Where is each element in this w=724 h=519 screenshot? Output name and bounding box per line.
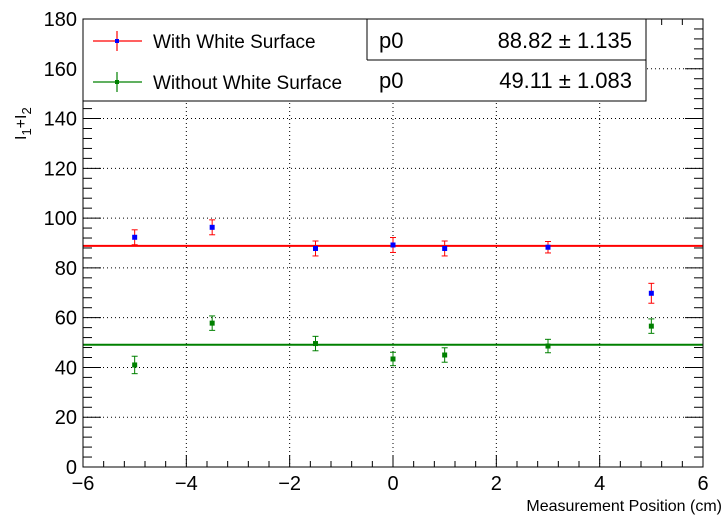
fit-param-name-without: p0 [379, 68, 403, 93]
x-tick-label-2: −2 [278, 473, 301, 495]
fit-param-name-with: p0 [379, 28, 403, 53]
y-tick-label-1: 20 [55, 407, 77, 429]
data-point-s0-p2 [313, 245, 318, 251]
y-tick-label-4: 80 [55, 258, 77, 280]
data-point-s0-p0 [132, 234, 138, 240]
legend-marker-with [115, 39, 119, 43]
data-point-s1-p5 [545, 343, 551, 349]
data-point-s0-p4 [442, 245, 448, 251]
x-tick-label-0: −6 [72, 473, 95, 495]
x-tick-label-1: −4 [175, 473, 198, 495]
fit-value-without-number: 49.11 [499, 68, 552, 93]
fit-value-without: 49.11 ± 1.083 [499, 68, 632, 93]
fit-value-with-number: 88.82 [498, 28, 553, 53]
data-point-s1-p3 [390, 356, 396, 362]
fit-result-without: p0 49.11 ± 1.083 [379, 68, 632, 93]
x-tick-label-4: 2 [491, 473, 502, 495]
data-point-s0-p6 [648, 290, 654, 296]
legend-label-without: Without White Surface [153, 73, 342, 94]
y-axis-title-sub-2: 2 [19, 107, 34, 114]
y-tick-label-9: 180 [44, 9, 77, 31]
y-axis-title-plus: + [13, 119, 30, 128]
legend-entry-with-white-surface: With White Surface [93, 31, 316, 53]
fit-value-with: 88.82 ± 1.135 [498, 28, 632, 53]
data-point-s0-p1 [209, 224, 215, 230]
legend: With White Surface Without White Surface… [82, 18, 647, 102]
y-axis-title-base-2: I [13, 115, 30, 119]
data-point-s1-p6 [648, 323, 654, 329]
y-tick-label-7: 140 [44, 109, 77, 131]
y-tick-label-2: 40 [55, 357, 77, 379]
y-tick-label-3: 60 [55, 308, 77, 330]
y-tick-labels: 0 20 40 60 80 100 120 140 160 180 [44, 9, 77, 479]
y-tick-label-5: 100 [44, 208, 77, 230]
data-point-s0-p5 [545, 244, 551, 250]
legend-box [82, 18, 647, 102]
fit-value-without-pm: ± [553, 68, 577, 93]
data-point-s0-p3 [390, 242, 396, 248]
y-axis-title: I1+I2 [13, 107, 34, 140]
y-axis-title-base-1: I [13, 136, 30, 140]
legend-label-with: With White Surface [153, 32, 316, 53]
data-point-s1-p1 [209, 320, 215, 326]
fit-value-without-error: 1.083 [577, 68, 632, 93]
x-tick-labels: −6 −4 −2 0 2 4 6 [72, 473, 709, 495]
x-tick-label-5: 4 [594, 473, 605, 495]
fit-result-with: p0 88.82 ± 1.135 [379, 28, 632, 53]
y-tick-label-6: 120 [44, 158, 77, 180]
data-point-s1-p4 [442, 352, 448, 358]
legend-marker-without [115, 80, 119, 84]
x-axis-title: Measurement Position (cm) [526, 498, 722, 515]
y-axis-title-sub-1: 1 [19, 128, 34, 135]
data-markers [132, 224, 654, 368]
x-tick-label-3: 0 [387, 473, 398, 495]
fit-value-with-pm: ± [553, 28, 577, 53]
data-point-s1-p0 [132, 362, 138, 368]
y-tick-label-8: 160 [44, 59, 77, 81]
legend-entry-without-white-surface: Without White Surface [93, 72, 342, 94]
fit-value-with-error: 1.135 [577, 28, 632, 53]
x-tick-label-6: 6 [697, 473, 708, 495]
y-tick-label-0: 0 [66, 457, 77, 479]
data-point-s1-p2 [313, 341, 318, 347]
